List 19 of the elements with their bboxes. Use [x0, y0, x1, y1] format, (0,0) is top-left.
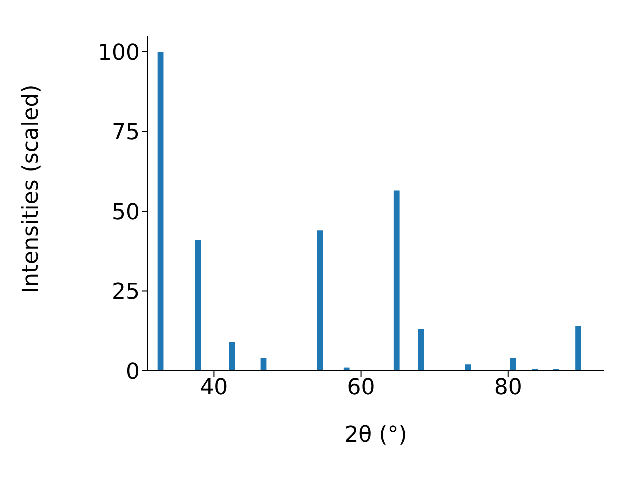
x-tick-label: 60: [347, 376, 376, 401]
x-axis-title: 2θ (°): [344, 423, 408, 448]
y-tick-label: 0: [126, 360, 140, 385]
bar: [510, 358, 516, 371]
bar: [576, 326, 582, 371]
bar: [195, 240, 202, 371]
bar: [418, 330, 424, 371]
x-tick-label: 80: [494, 376, 522, 401]
y-tick-label: 75: [112, 120, 140, 146]
x-tick-label: 40: [200, 376, 228, 401]
y-tick-label: 50: [112, 200, 140, 226]
bar: [394, 190, 400, 371]
bar: [229, 342, 236, 371]
y-axis-title: Intensities (scaled): [18, 84, 44, 294]
y-tick-label: 100: [98, 40, 140, 66]
y-tick-label: 25: [112, 280, 140, 306]
bar: [260, 358, 267, 371]
bar: [158, 52, 164, 371]
bar: [317, 230, 324, 371]
